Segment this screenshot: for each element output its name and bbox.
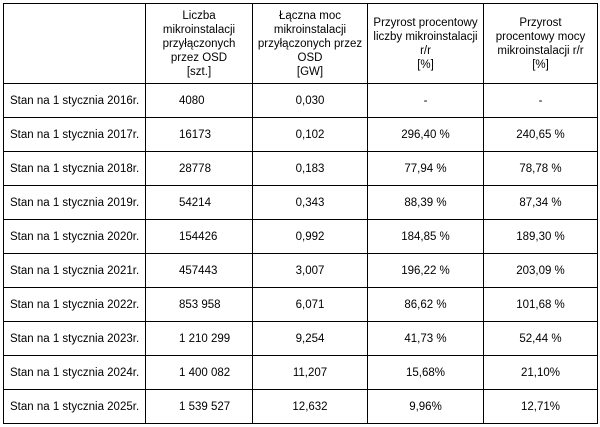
header-empty-cell	[3, 3, 146, 84]
cell-count: 4080	[145, 83, 253, 118]
cell-power-growth: 203,09 %	[483, 253, 598, 288]
cell-count: 16173	[145, 117, 253, 152]
table-row: Stan na 1 stycznia 2016r. 4080 0,030 - -	[3, 83, 598, 118]
cell-count-growth: 196,22 %	[367, 253, 484, 288]
cell-count-growth: -	[367, 83, 484, 118]
table-row: Stan na 1 stycznia 2017r. 16173 0,102 29…	[3, 117, 598, 152]
cell-count-growth: 15,68%	[367, 355, 484, 390]
cell-count-growth: 41,73 %	[367, 321, 484, 356]
data-table-container: Liczba mikroinstalacji przyłączonych prz…	[3, 3, 598, 424]
table-row: Stan na 1 stycznia 2018r. 28778 0,183 77…	[3, 151, 598, 186]
cell-power-growth: 87,34 %	[483, 185, 598, 220]
cell-power-growth: 12,71%	[483, 389, 598, 424]
table-row: Stan na 1 stycznia 2020r. 154426 0,992 1…	[3, 219, 598, 254]
row-label: Stan na 1 stycznia 2022r.	[3, 287, 146, 322]
cell-power: 0,030	[252, 83, 368, 118]
cell-power-growth: 240,65 %	[483, 117, 598, 152]
cell-power-growth: -	[483, 83, 598, 118]
cell-count: 457443	[145, 253, 253, 288]
row-label: Stan na 1 stycznia 2017r.	[3, 117, 146, 152]
cell-count: 1 400 082	[145, 355, 253, 390]
cell-count-growth: 77,94 %	[367, 151, 484, 186]
microinstallations-table: Liczba mikroinstalacji przyłączonych prz…	[3, 3, 598, 424]
header-row: Liczba mikroinstalacji przyłączonych prz…	[3, 3, 598, 84]
cell-count: 28778	[145, 151, 253, 186]
table-row: Stan na 1 stycznia 2019r. 54214 0,343 88…	[3, 185, 598, 220]
row-label: Stan na 1 stycznia 2016r.	[3, 83, 146, 118]
cell-power: 11,207	[252, 355, 368, 390]
cell-count-growth: 296,40 %	[367, 117, 484, 152]
cell-power: 9,254	[252, 321, 368, 356]
cell-power-growth: 101,68 %	[483, 287, 598, 322]
cell-power: 12,632	[252, 389, 368, 424]
row-label: Stan na 1 stycznia 2023r.	[3, 321, 146, 356]
table-row: Stan na 1 stycznia 2024r. 1 400 082 11,2…	[3, 355, 598, 390]
header-power-growth: Przyrost procentowy mocy mikroinstalacji…	[483, 3, 598, 84]
table-row: Stan na 1 stycznia 2023r. 1 210 299 9,25…	[3, 321, 598, 356]
cell-count: 154426	[145, 219, 253, 254]
header-count-growth: Przyrost procentowy liczby mikroinstalac…	[367, 3, 484, 84]
cell-count: 853 958	[145, 287, 253, 322]
cell-count-growth: 88,39 %	[367, 185, 484, 220]
cell-power-growth: 52,44 %	[483, 321, 598, 356]
header-power: Łączna moc mikroinstalacji przyłączonych…	[252, 3, 368, 84]
table-row: Stan na 1 stycznia 2021r. 457443 3,007 1…	[3, 253, 598, 288]
cell-power: 6,071	[252, 287, 368, 322]
row-label: Stan na 1 stycznia 2018r.	[3, 151, 146, 186]
cell-count-growth: 86,62 %	[367, 287, 484, 322]
cell-count-growth: 184,85 %	[367, 219, 484, 254]
row-label: Stan na 1 stycznia 2025r.	[3, 389, 146, 424]
cell-power-growth: 21,10%	[483, 355, 598, 390]
header-count: Liczba mikroinstalacji przyłączonych prz…	[145, 3, 253, 84]
table-row: Stan na 1 stycznia 2022r. 853 958 6,071 …	[3, 287, 598, 322]
cell-count: 1 539 527	[145, 389, 253, 424]
row-label: Stan na 1 stycznia 2019r.	[3, 185, 146, 220]
cell-power-growth: 78,78 %	[483, 151, 598, 186]
cell-count: 54214	[145, 185, 253, 220]
row-label: Stan na 1 stycznia 2020r.	[3, 219, 146, 254]
table-row: Stan na 1 stycznia 2025r. 1 539 527 12,6…	[3, 389, 598, 424]
row-label: Stan na 1 stycznia 2021r.	[3, 253, 146, 288]
cell-power: 0,102	[252, 117, 368, 152]
cell-power: 0,992	[252, 219, 368, 254]
cell-count: 1 210 299	[145, 321, 253, 356]
cell-power-growth: 189,30 %	[483, 219, 598, 254]
row-label: Stan na 1 stycznia 2024r.	[3, 355, 146, 390]
cell-count-growth: 9,96%	[367, 389, 484, 424]
cell-power: 0,183	[252, 151, 368, 186]
cell-power: 0,343	[252, 185, 368, 220]
cell-power: 3,007	[252, 253, 368, 288]
